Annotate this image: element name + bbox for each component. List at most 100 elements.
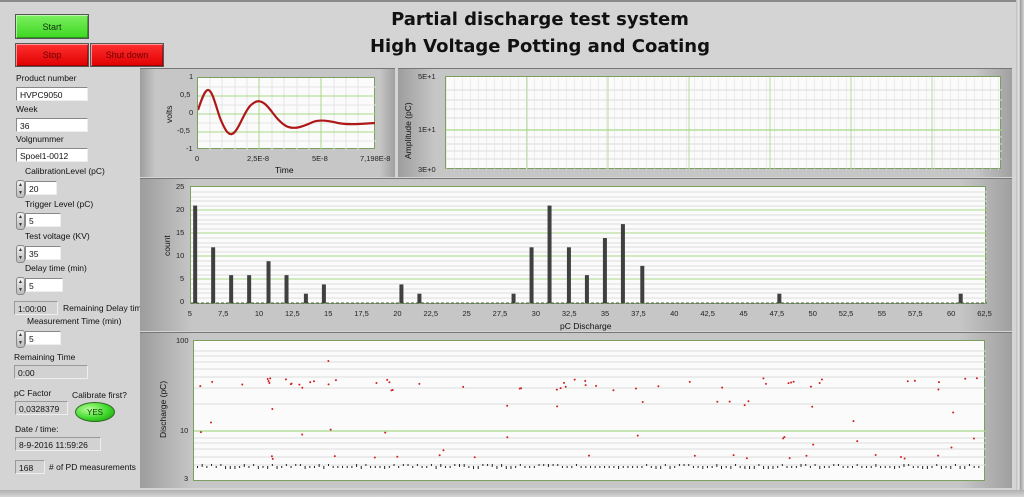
discharge-point bbox=[657, 385, 660, 388]
test-voltage-field[interactable]: 35 bbox=[25, 246, 61, 260]
histogram-bar bbox=[399, 284, 404, 303]
discharge-y-title: Discharge (pC) bbox=[158, 380, 168, 438]
waveform-y-title: volts bbox=[164, 105, 174, 123]
discharge-point bbox=[764, 382, 767, 385]
discharge-point bbox=[333, 455, 336, 458]
calibration-level-field[interactable]: 20 bbox=[25, 181, 57, 195]
discharge-point bbox=[386, 378, 389, 381]
window-top-border bbox=[0, 0, 1024, 2]
histogram-bar bbox=[211, 247, 216, 303]
trigger-level-label: Trigger Level (pC) bbox=[25, 199, 94, 209]
discharge-y-tick: 10 bbox=[180, 426, 189, 435]
discharge-point bbox=[271, 457, 274, 460]
discharge-point bbox=[787, 382, 790, 385]
discharge-point bbox=[762, 377, 765, 380]
discharge-point bbox=[301, 386, 304, 389]
discharge-point bbox=[584, 379, 587, 382]
discharge-point bbox=[906, 380, 909, 383]
discharge-point bbox=[327, 360, 330, 362]
discharge-point bbox=[462, 385, 465, 388]
waveform-graph bbox=[198, 78, 376, 150]
volgnummer-field[interactable]: Spoel1-0012 bbox=[16, 148, 88, 162]
waveform-y-tick: 0 bbox=[189, 108, 194, 117]
discharge-point bbox=[562, 381, 565, 384]
histogram-bar bbox=[620, 224, 625, 303]
discharge-point bbox=[595, 384, 598, 387]
measurement-time-field[interactable]: 5 bbox=[25, 331, 61, 345]
histogram-bar bbox=[511, 293, 516, 303]
discharge-point bbox=[972, 437, 975, 440]
histogram-x-tick: 15 bbox=[324, 309, 333, 318]
histogram-bar bbox=[777, 293, 782, 303]
discharge-point bbox=[268, 381, 271, 384]
calibration-level-label: CalibrationLevel (pC) bbox=[25, 166, 105, 176]
discharge-point bbox=[298, 383, 301, 386]
discharge-point bbox=[199, 431, 202, 434]
discharge-point bbox=[309, 381, 312, 384]
discharge-point bbox=[636, 434, 639, 437]
histogram-bar bbox=[640, 265, 645, 303]
stop-button[interactable]: Stop bbox=[15, 43, 89, 67]
test-voltage-label: Test voltage (KV) bbox=[25, 231, 90, 241]
pd-count-indicator: 168 bbox=[15, 460, 45, 474]
discharge-point bbox=[745, 457, 748, 460]
delay-time-stepper[interactable]: ▲ ▼ bbox=[16, 277, 25, 295]
measurement-time-stepper[interactable]: ▲ ▼ bbox=[16, 330, 25, 348]
histogram-bar bbox=[602, 238, 607, 303]
discharge-point bbox=[937, 381, 940, 384]
histogram-bar bbox=[547, 205, 552, 303]
histogram-y-tick: 15 bbox=[176, 228, 185, 237]
amplitude-y-tick: 3E+0 bbox=[418, 165, 436, 174]
discharge-point bbox=[728, 400, 731, 403]
shut-down-button[interactable]: Shut down bbox=[90, 43, 164, 67]
discharge-y-tick: 3 bbox=[184, 474, 189, 483]
start-button[interactable]: Start bbox=[15, 14, 89, 39]
histogram-bar bbox=[193, 205, 198, 303]
discharge-point bbox=[811, 405, 814, 408]
histogram-y-tick: 25 bbox=[176, 182, 185, 191]
discharge-point bbox=[473, 456, 476, 459]
discharge-point bbox=[913, 379, 916, 382]
product-number-field[interactable]: HVPC9050 bbox=[16, 87, 88, 101]
discharge-point bbox=[210, 421, 213, 424]
amplitude-plot-area bbox=[445, 76, 1002, 170]
remaining-delay-indicator: 1:00:00 bbox=[14, 301, 58, 315]
delay-time-field[interactable]: 5 bbox=[25, 278, 63, 292]
waveform-y-tick: 1 bbox=[189, 72, 194, 81]
waveform-y-tick: -0,5 bbox=[177, 126, 190, 135]
discharge-plot-area bbox=[193, 340, 986, 481]
pd-count-label: # of PD measurements bbox=[49, 462, 136, 472]
discharge-point bbox=[327, 383, 330, 386]
discharge-point bbox=[334, 379, 337, 382]
amplitude-y-tick: 1E+1 bbox=[418, 125, 436, 134]
discharge-point bbox=[937, 388, 940, 391]
discharge-point bbox=[641, 400, 644, 403]
discharge-point bbox=[506, 404, 509, 407]
discharge-point bbox=[693, 454, 696, 457]
discharge-point bbox=[266, 378, 269, 381]
remaining-time-indicator: 0:00 bbox=[14, 365, 88, 379]
test-voltage-stepper[interactable]: ▲ ▼ bbox=[16, 245, 25, 263]
histogram-x-tick: 17,5 bbox=[354, 309, 369, 318]
calibrate-first-label: Calibrate first? bbox=[72, 390, 127, 400]
histogram-y-tick: 0 bbox=[180, 297, 185, 306]
histogram-x-tick: 25 bbox=[462, 309, 471, 318]
calibration-level-stepper[interactable]: ▲ ▼ bbox=[16, 180, 25, 198]
histogram-bar bbox=[303, 293, 308, 303]
trigger-level-stepper[interactable]: ▲ ▼ bbox=[16, 212, 25, 230]
discharge-point bbox=[373, 456, 376, 459]
window-bottom-border bbox=[0, 490, 1024, 497]
discharge-point bbox=[312, 380, 315, 383]
discharge-point bbox=[506, 436, 509, 439]
calibrate-first-toggle[interactable]: YES bbox=[75, 402, 115, 422]
discharge-point bbox=[270, 455, 273, 458]
week-field[interactable]: 36 bbox=[16, 118, 88, 132]
histogram-bar bbox=[247, 275, 252, 303]
discharge-point bbox=[271, 408, 274, 411]
remaining-delay-label: Remaining Delay time bbox=[63, 303, 147, 313]
trigger-level-field[interactable]: 5 bbox=[25, 213, 61, 227]
discharge-point bbox=[418, 382, 421, 385]
histogram-bar bbox=[284, 275, 289, 303]
discharge-point bbox=[384, 431, 387, 434]
discharge-point bbox=[284, 378, 287, 381]
